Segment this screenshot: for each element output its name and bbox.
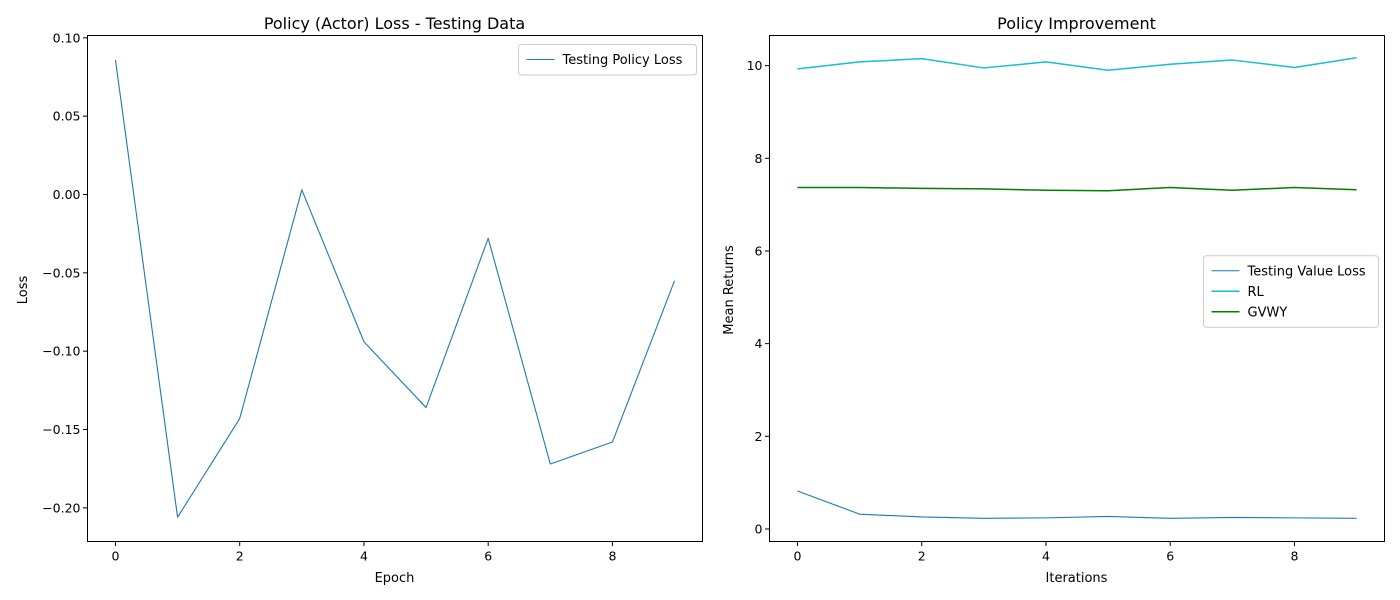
plot-lines — [797, 56, 1357, 519]
legend-label: RL — [1248, 285, 1265, 300]
y-tick-label: 0 — [755, 521, 763, 536]
y-tick-label: −0.10 — [42, 344, 80, 359]
y-tick-label: 2 — [755, 429, 763, 444]
x-axis-label: Epoch — [375, 571, 415, 586]
x-tick-label: 8 — [608, 549, 616, 564]
y-tick-label: −0.20 — [42, 500, 80, 515]
y-tick-label: 0.05 — [53, 109, 81, 124]
legend: Testing Policy Loss — [518, 44, 697, 76]
x-tick-label: 8 — [1290, 549, 1298, 564]
plot-lines — [114, 59, 676, 518]
x-tick-label: 2 — [918, 549, 926, 564]
series-line-1 — [797, 490, 1357, 519]
chart-title: Policy Improvement — [997, 14, 1156, 33]
y-tick-label: −0.15 — [42, 422, 80, 437]
legend-box — [1203, 255, 1379, 328]
x-tick-label: 0 — [111, 549, 119, 564]
chart-title: Policy (Actor) Loss - Testing Data — [264, 14, 525, 33]
series-line-2 — [797, 56, 1357, 71]
axis-ticks: 0 2 4 6 8 0 2 4 6 8 10 — [747, 58, 1299, 563]
series-line-3 — [797, 186, 1357, 192]
y-tick-label: 10 — [747, 58, 763, 73]
policy-loss-chart: Policy (Actor) Loss - Testing Data Epoch… — [16, 14, 703, 586]
x-tick-label: 4 — [360, 549, 368, 564]
policy-improvement-chart: Policy Improvement Iterations Mean Retur… — [722, 14, 1385, 586]
x-axis-label: Iterations — [1046, 571, 1108, 586]
y-tick-label: 6 — [755, 243, 763, 258]
legend-label: Testing Policy Loss — [562, 53, 683, 68]
plot-frame — [87, 35, 703, 542]
legend-box — [518, 44, 697, 76]
x-tick-label: 2 — [236, 549, 244, 564]
x-tick-label: 6 — [1166, 549, 1174, 564]
x-tick-label: 6 — [484, 549, 492, 564]
legend-label: GVWY — [1248, 305, 1288, 320]
y-tick-label: −0.05 — [42, 265, 80, 280]
y-tick-label: 8 — [755, 151, 763, 166]
series-line-1 — [114, 59, 676, 518]
plot-frame — [769, 35, 1385, 542]
y-axis-label: Mean Returns — [722, 245, 737, 335]
y-tick-label: 0.10 — [53, 30, 81, 45]
y-axis-label: Loss — [16, 276, 31, 305]
legend-label: Testing Value Loss — [1247, 264, 1366, 279]
x-tick-label: 0 — [793, 549, 801, 564]
y-tick-label: 4 — [755, 336, 763, 351]
legend: Testing Value Loss RL GVWY — [1203, 255, 1379, 328]
axis-ticks: 0 2 4 6 8 0.10 0.05 0.00 −0.05 −0.10 −0.15 −0.20 — [42, 30, 616, 563]
y-tick-label: 0.00 — [53, 187, 81, 202]
x-tick-label: 4 — [1042, 549, 1050, 564]
